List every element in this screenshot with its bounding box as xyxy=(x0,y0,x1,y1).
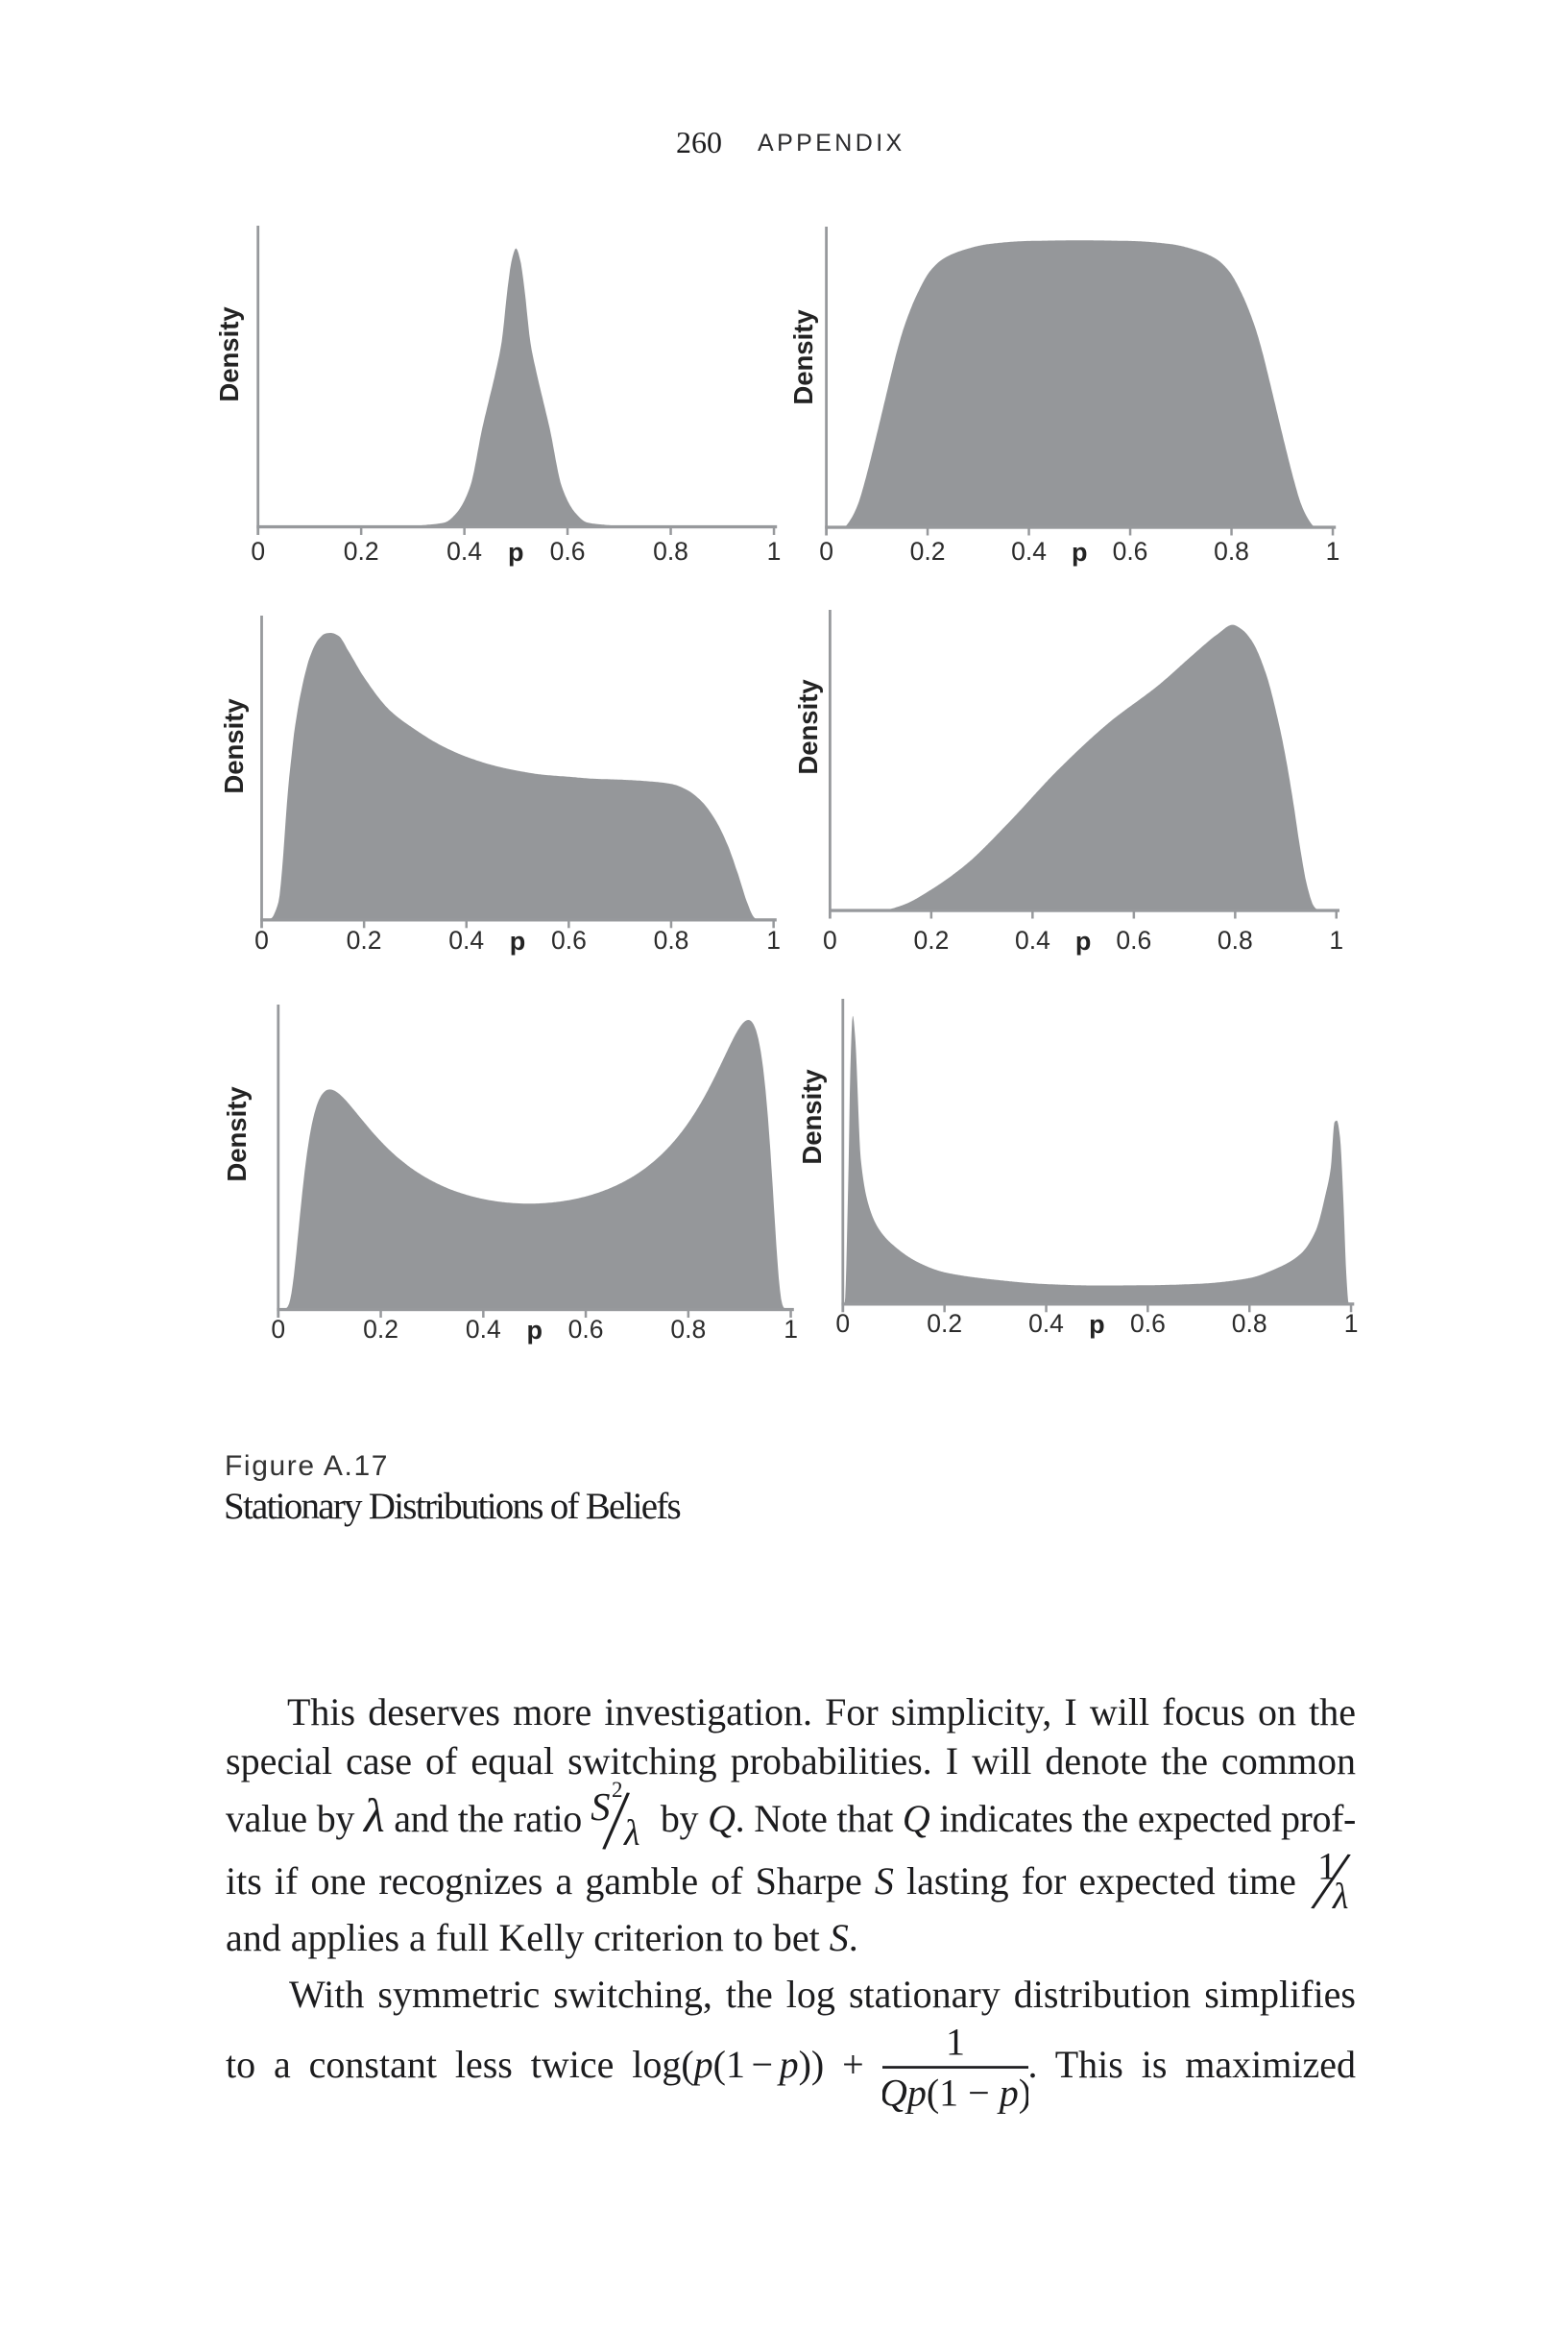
svg-text:0.8: 0.8 xyxy=(670,1315,706,1344)
svg-text:p: p xyxy=(1089,1310,1105,1339)
svg-text:0.6: 0.6 xyxy=(1113,537,1148,566)
svg-text:0.6: 0.6 xyxy=(1116,926,1151,955)
svg-text:Qp(1 − p): Qp(1 − p) xyxy=(882,2072,1028,2115)
svg-text:p: p xyxy=(1072,538,1088,567)
svg-text:0: 0 xyxy=(254,926,269,955)
svg-text:0.2: 0.2 xyxy=(913,926,949,955)
svg-text:1: 1 xyxy=(766,926,781,955)
svg-text:0.2: 0.2 xyxy=(910,537,946,566)
svg-text:Density: Density xyxy=(793,679,823,775)
svg-text:Density: Density xyxy=(222,1086,252,1182)
svg-text:Density: Density xyxy=(788,309,818,405)
svg-text:0.6: 0.6 xyxy=(550,537,586,566)
svg-text:p: p xyxy=(508,538,524,567)
svg-text:Density: Density xyxy=(214,306,244,402)
svg-text:0: 0 xyxy=(251,537,265,566)
svg-text:0.8: 0.8 xyxy=(1232,1309,1267,1338)
svg-text:λ: λ xyxy=(623,1813,639,1851)
svg-text:1: 1 xyxy=(1344,1309,1359,1338)
svg-text:1: 1 xyxy=(1329,926,1343,955)
svg-text:0.8: 0.8 xyxy=(1214,537,1249,566)
svg-text:2: 2 xyxy=(612,1780,622,1802)
svg-text:1: 1 xyxy=(946,2028,965,2064)
svg-text:0.2: 0.2 xyxy=(363,1315,398,1344)
svg-text:p: p xyxy=(1075,927,1092,956)
svg-text:p: p xyxy=(510,927,526,956)
svg-text:0: 0 xyxy=(823,926,837,955)
svg-text:0.2: 0.2 xyxy=(347,926,382,955)
svg-text:0.4: 0.4 xyxy=(1011,537,1047,566)
svg-text:1: 1 xyxy=(784,1315,798,1344)
svg-text:0.8: 0.8 xyxy=(654,926,689,955)
svg-text:0.8: 0.8 xyxy=(1218,926,1253,955)
svg-text:S: S xyxy=(591,1784,610,1829)
svg-text:0.2: 0.2 xyxy=(927,1309,962,1338)
svg-text:0.4: 0.4 xyxy=(446,537,482,566)
svg-text:0: 0 xyxy=(835,1309,850,1338)
svg-text:0.6: 0.6 xyxy=(551,926,587,955)
svg-text:0.6: 0.6 xyxy=(1130,1309,1166,1338)
svg-text:0: 0 xyxy=(819,537,833,566)
svg-text:1: 1 xyxy=(1326,537,1340,566)
svg-text:Density: Density xyxy=(797,1069,827,1165)
svg-text:0.8: 0.8 xyxy=(653,537,688,566)
svg-text:Density: Density xyxy=(219,698,249,794)
svg-text:0: 0 xyxy=(271,1315,285,1344)
svg-text:1: 1 xyxy=(767,537,782,566)
svg-text:0.6: 0.6 xyxy=(568,1315,604,1344)
svg-text:1: 1 xyxy=(1317,1844,1337,1887)
svg-text:0.4: 0.4 xyxy=(1028,1309,1064,1338)
svg-text:p: p xyxy=(526,1316,543,1345)
svg-text:0.4: 0.4 xyxy=(1015,926,1050,955)
svg-text:0.2: 0.2 xyxy=(344,537,379,566)
svg-text:0.4: 0.4 xyxy=(448,926,484,955)
svg-text:0.4: 0.4 xyxy=(466,1315,501,1344)
svg-text:λ: λ xyxy=(1332,1877,1348,1911)
